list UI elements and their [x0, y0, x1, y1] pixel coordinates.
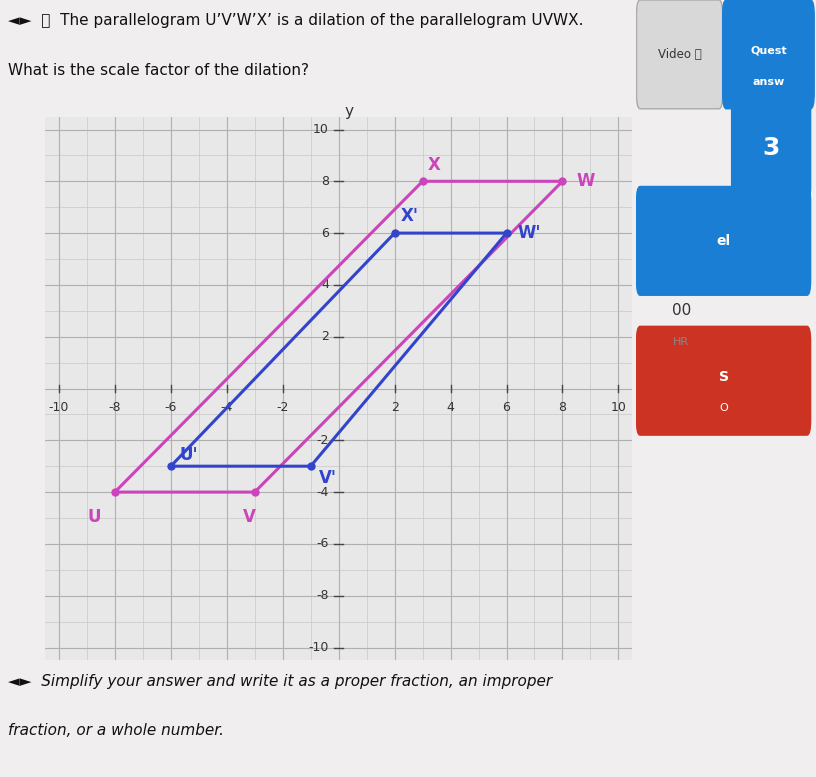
- Text: V: V: [242, 507, 255, 525]
- Text: fraction, or a whole number.: fraction, or a whole number.: [8, 723, 224, 737]
- Text: U: U: [87, 507, 101, 525]
- Text: -2: -2: [277, 402, 289, 414]
- Text: 10: 10: [610, 402, 627, 414]
- Text: 4: 4: [321, 278, 329, 291]
- Text: Video ⓘ: Video ⓘ: [658, 48, 702, 61]
- FancyBboxPatch shape: [636, 0, 723, 109]
- Text: W': W': [517, 224, 541, 242]
- FancyBboxPatch shape: [636, 326, 810, 435]
- Text: 8: 8: [321, 175, 329, 188]
- Text: 2: 2: [321, 330, 329, 343]
- Text: el: el: [716, 234, 730, 248]
- Text: 6: 6: [503, 402, 511, 414]
- Text: 3: 3: [762, 136, 780, 159]
- Text: y: y: [344, 104, 353, 119]
- Text: W: W: [576, 172, 595, 190]
- Text: -6: -6: [317, 538, 329, 550]
- FancyBboxPatch shape: [723, 0, 814, 109]
- FancyBboxPatch shape: [636, 186, 810, 295]
- FancyBboxPatch shape: [732, 93, 810, 202]
- Text: HR: HR: [673, 337, 690, 347]
- Text: 4: 4: [446, 402, 455, 414]
- Text: O: O: [719, 403, 728, 413]
- Text: -2: -2: [317, 434, 329, 447]
- Text: -6: -6: [165, 402, 177, 414]
- Text: 8: 8: [558, 402, 566, 414]
- Text: 6: 6: [321, 227, 329, 239]
- Text: S: S: [719, 370, 729, 384]
- Text: ◄►  Simplify your answer and write it as a proper fraction, an improper: ◄► Simplify your answer and write it as …: [8, 674, 552, 688]
- Text: -8: -8: [317, 589, 329, 602]
- Text: What is the scale factor of the dilation?: What is the scale factor of the dilation…: [8, 63, 309, 78]
- Text: -4: -4: [317, 486, 329, 499]
- Text: -4: -4: [220, 402, 233, 414]
- Text: 10: 10: [313, 123, 329, 136]
- Text: X': X': [400, 207, 418, 225]
- Text: x: x: [638, 377, 647, 392]
- Text: U': U': [180, 446, 197, 464]
- Text: 00: 00: [672, 303, 691, 319]
- Text: X: X: [428, 155, 441, 173]
- Text: Quest: Quest: [750, 46, 787, 55]
- Text: -10: -10: [308, 641, 329, 654]
- Text: -8: -8: [109, 402, 121, 414]
- Text: answ: answ: [752, 77, 784, 86]
- Text: -10: -10: [49, 402, 69, 414]
- Text: 2: 2: [391, 402, 398, 414]
- Text: V': V': [319, 469, 337, 486]
- Text: ◄►  🖼  The parallelogram U’V’W’X’ is a dilation of the parallelogram UVWX.: ◄► 🖼 The parallelogram U’V’W’X’ is a dil…: [8, 13, 583, 28]
